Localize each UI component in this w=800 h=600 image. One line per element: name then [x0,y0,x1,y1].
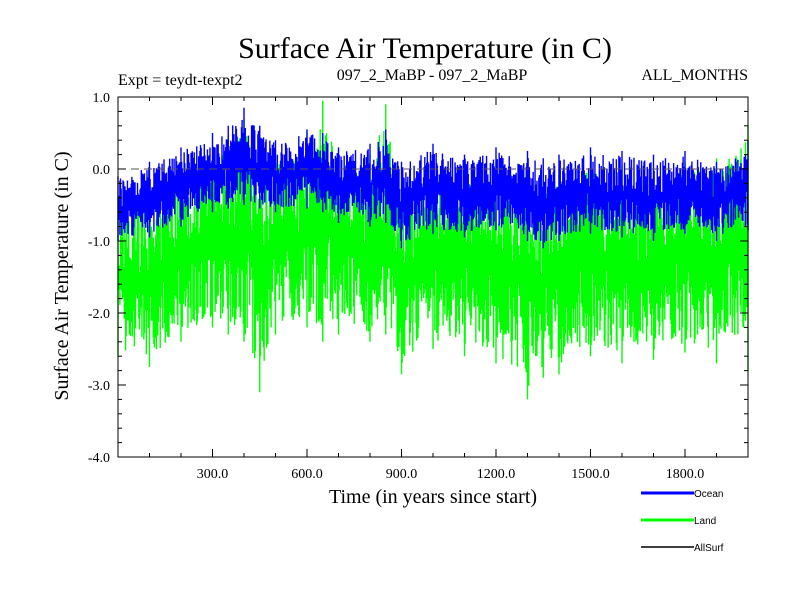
axes-layer: 300.0 600.0 900.0 1200.0 1500.0 1800.0 1.0 0.0 -… [88,91,748,482]
legend-label-land: Land [694,516,716,527]
legend: Ocean Land AllSurf [641,489,724,554]
x-axis-label: Time (in years since start) [329,486,537,508]
legend-label-allsurf: AllSurf [694,543,724,554]
x-tick-label: 300.0 [197,467,229,482]
chart-subtitle-right: ALL_MONTHS [641,67,748,84]
y-tick-label: -2.0 [88,307,110,322]
y-tick-label: 1.0 [93,91,111,106]
plot-frame [117,96,749,458]
chart-subtitle-left: Expt = teydt-texpt2 [118,72,243,89]
series-layer [117,100,749,400]
y-tick-label: -3.0 [88,379,110,394]
x-tick-label: 1200.0 [477,467,516,482]
x-tick-label: 900.0 [386,467,418,482]
x-tick-label: 1800.0 [666,467,705,482]
x-tick-label: 600.0 [291,467,323,482]
y-tick-label: -4.0 [88,451,110,466]
y-axis-label: Surface Air Temperature (in C) [51,151,73,400]
y-tick-label: 0.0 [93,163,111,178]
chart-subtitle-center: 097_2_MaBP - 097_2_MaBP [337,67,528,84]
x-tick-label: 1500.0 [571,467,610,482]
y-tick-label: -1.0 [88,235,110,250]
legend-label-ocean: Ocean [694,489,723,500]
chart-title: Surface Air Temperature (in C) [238,32,612,65]
